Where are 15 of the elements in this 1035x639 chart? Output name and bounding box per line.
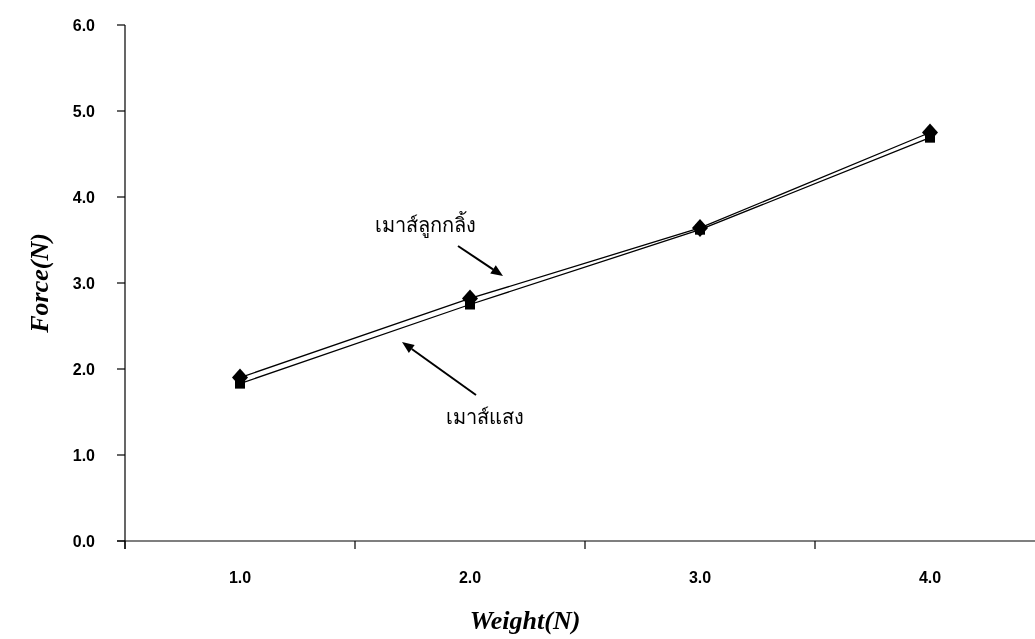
x-tick-label: 3.0 xyxy=(688,569,712,586)
x-axis-title: Weight(N) xyxy=(469,606,581,635)
x-tick-label: 4.0 xyxy=(918,569,942,586)
y-axis-title: Force(N) xyxy=(25,233,54,334)
x-tick-label: 2.0 xyxy=(458,569,482,586)
y-tick-label: 4.0 xyxy=(72,189,96,206)
y-tick-label: 3.0 xyxy=(72,275,96,292)
text: เมาส์ลูกกลิ้ง xyxy=(374,211,476,238)
y-tick-label: 5.0 xyxy=(72,103,96,120)
legend-label: เมาส์แสง xyxy=(446,405,524,429)
y-tick-label: 0.0 xyxy=(72,533,96,550)
y-tick-label: 2.0 xyxy=(72,361,96,378)
x-tick-label: 1.0 xyxy=(228,569,252,586)
y-tick-label: 1.0 xyxy=(72,447,96,464)
y-tick-label: 6.0 xyxy=(72,17,96,34)
